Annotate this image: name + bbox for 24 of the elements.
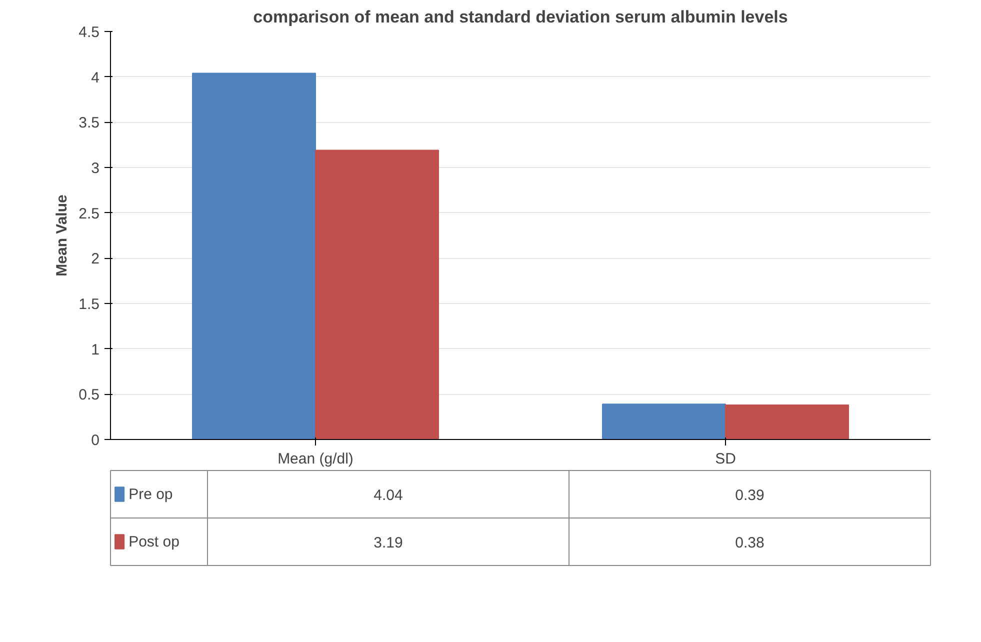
y-tick-label: 2.5 (78, 205, 100, 222)
y-tick-label: 0.5 (78, 386, 100, 404)
y-tick-label: 0 (91, 432, 100, 449)
bar (192, 72, 316, 440)
y-tick-label: 4 (91, 69, 100, 86)
legend-label: Post op (128, 533, 180, 550)
data-label: 4.04 (374, 486, 403, 504)
data-label: 0.39 (735, 486, 764, 504)
y-tick-label: 3.5 (78, 114, 100, 132)
y-tick-label: 1.5 (78, 296, 100, 313)
legend-label: Pre op (128, 486, 173, 503)
y-tick-label: 3 (91, 160, 100, 177)
x-tick-label: Mean (g/dl) (278, 450, 354, 468)
bar (315, 150, 439, 440)
bar (602, 404, 726, 440)
y-axis-title: Mean Value (54, 194, 71, 276)
x-tick-label: SD (715, 450, 736, 468)
y-tick-label: 2 (91, 250, 100, 268)
bar (725, 404, 849, 440)
data-label: 3.19 (374, 534, 403, 552)
y-tick-label: 4.5 (78, 24, 100, 41)
y-tick-label: 1 (91, 341, 100, 358)
chart-title: comparison of mean and standard deviation serum albumin levels (253, 8, 788, 26)
data-label: 0.38 (735, 534, 764, 552)
